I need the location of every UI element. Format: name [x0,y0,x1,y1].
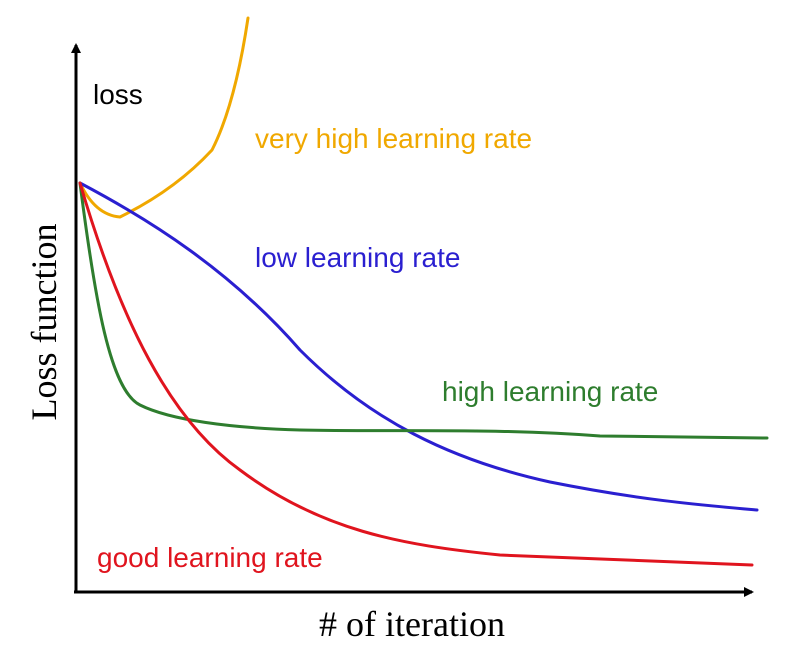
axis-arrow-label: loss [93,79,143,110]
curve-label: high learning rate [442,376,658,407]
curve-label: very high learning rate [255,123,532,154]
curve-label: low learning rate [255,242,460,273]
curve [78,181,769,440]
curve [78,16,250,219]
y-axis-title: Loss function [24,224,64,421]
curve [78,181,754,567]
curve [78,181,759,512]
x-axis-title: # of iteration [319,604,505,644]
curve-label: good learning rate [97,542,323,573]
